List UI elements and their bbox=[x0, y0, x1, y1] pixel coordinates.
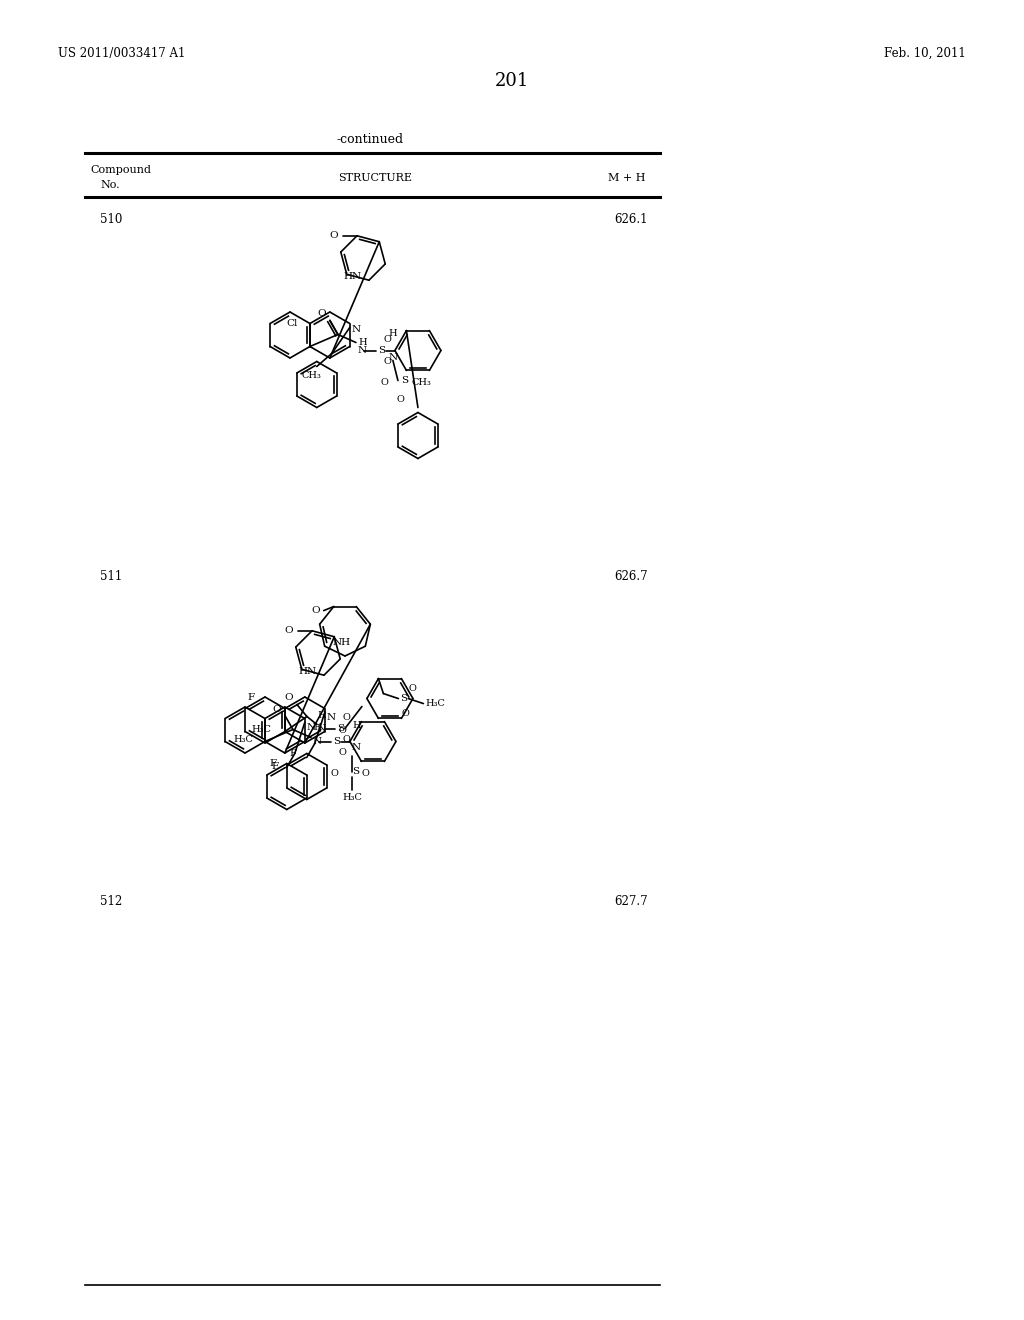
Text: O: O bbox=[339, 726, 347, 735]
Text: F: F bbox=[269, 759, 276, 768]
Text: HN: HN bbox=[299, 667, 317, 676]
Text: 626.1: 626.1 bbox=[614, 213, 648, 226]
Text: H: H bbox=[352, 721, 360, 730]
Text: O: O bbox=[285, 626, 293, 635]
Text: H₃C: H₃C bbox=[342, 793, 361, 803]
Text: O: O bbox=[330, 770, 338, 777]
Text: N: N bbox=[313, 737, 322, 746]
Text: NH: NH bbox=[333, 638, 351, 647]
Text: 626.7: 626.7 bbox=[614, 570, 648, 583]
Text: O: O bbox=[285, 693, 293, 702]
Text: O: O bbox=[330, 231, 338, 240]
Text: F: F bbox=[248, 693, 255, 701]
Text: H₃C: H₃C bbox=[233, 735, 253, 744]
Text: S: S bbox=[400, 694, 408, 704]
Text: O: O bbox=[343, 713, 351, 722]
Text: H₃C: H₃C bbox=[251, 725, 271, 734]
Text: O: O bbox=[311, 606, 319, 615]
Text: N: N bbox=[352, 326, 360, 334]
Text: O: O bbox=[380, 378, 388, 387]
Text: Compound: Compound bbox=[90, 165, 151, 176]
Text: H: H bbox=[388, 330, 397, 338]
Text: O: O bbox=[384, 356, 392, 366]
Text: O: O bbox=[339, 748, 347, 756]
Text: CH₃: CH₃ bbox=[302, 371, 322, 380]
Text: O: O bbox=[272, 705, 281, 714]
Text: Feb. 10, 2011: Feb. 10, 2011 bbox=[885, 48, 966, 59]
Text: N: N bbox=[327, 713, 336, 722]
Text: O: O bbox=[361, 770, 370, 777]
Text: N: N bbox=[316, 723, 326, 733]
Text: H: H bbox=[316, 710, 326, 719]
Text: N: N bbox=[388, 352, 397, 362]
Text: O: O bbox=[343, 735, 351, 744]
Text: O: O bbox=[317, 309, 326, 318]
Text: STRUCTURE: STRUCTURE bbox=[338, 173, 412, 183]
Text: US 2011/0033417 A1: US 2011/0033417 A1 bbox=[58, 48, 185, 59]
Text: H: H bbox=[358, 338, 367, 347]
Text: S: S bbox=[401, 376, 408, 385]
Text: M + H: M + H bbox=[607, 173, 645, 183]
Text: F: F bbox=[290, 748, 297, 758]
Text: H₃C: H₃C bbox=[425, 700, 445, 708]
Text: S: S bbox=[337, 723, 344, 733]
Text: 511: 511 bbox=[100, 570, 122, 583]
Text: 512: 512 bbox=[100, 895, 122, 908]
Text: O: O bbox=[384, 335, 392, 345]
Text: S: S bbox=[352, 767, 359, 776]
Text: S: S bbox=[378, 346, 385, 355]
Text: N: N bbox=[358, 346, 367, 355]
Text: Cl: Cl bbox=[287, 319, 298, 327]
Text: No.: No. bbox=[100, 180, 120, 190]
Text: -continued: -continued bbox=[337, 133, 403, 147]
Text: O: O bbox=[409, 684, 417, 693]
Text: H: H bbox=[313, 723, 322, 733]
Text: HN: HN bbox=[344, 272, 361, 281]
Text: S: S bbox=[333, 737, 340, 746]
Text: O: O bbox=[397, 395, 404, 404]
Text: 510: 510 bbox=[100, 213, 123, 226]
Text: O: O bbox=[401, 709, 410, 718]
Text: 627.7: 627.7 bbox=[614, 895, 648, 908]
Text: N: N bbox=[352, 743, 361, 752]
Text: N: N bbox=[307, 722, 315, 731]
Text: F: F bbox=[271, 762, 279, 771]
Text: CH₃: CH₃ bbox=[412, 378, 432, 387]
Text: 201: 201 bbox=[495, 73, 529, 90]
